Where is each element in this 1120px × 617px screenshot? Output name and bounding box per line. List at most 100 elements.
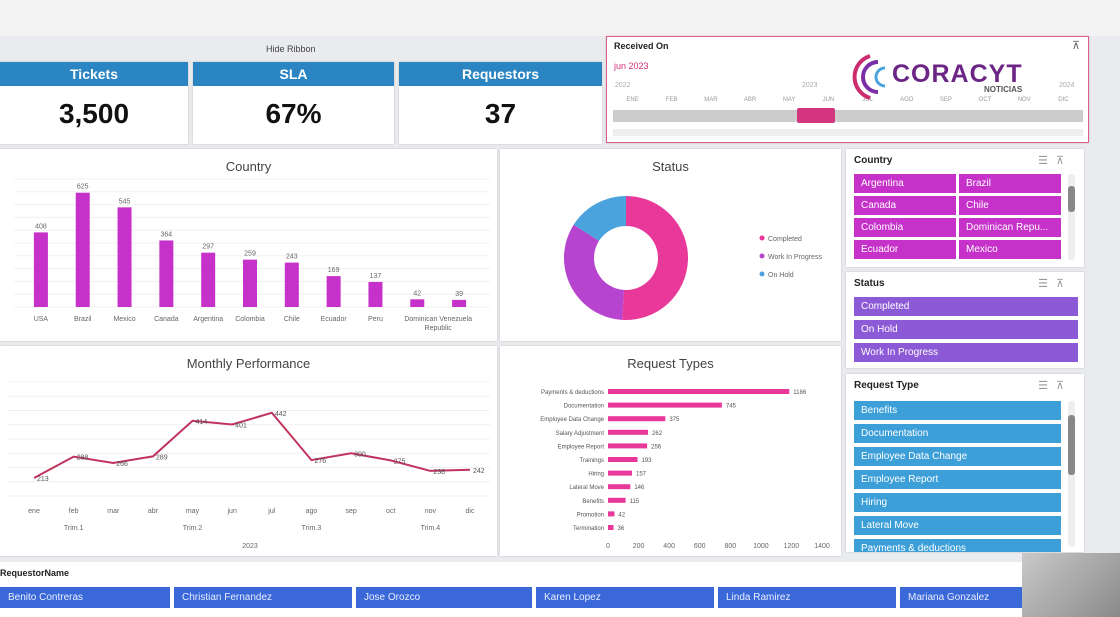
- status-legend-marker: [759, 235, 765, 241]
- status-slicer-filter-icons[interactable]: ☰⊼: [1038, 278, 1072, 290]
- country-slicer-item[interactable]: Brazil: [959, 174, 1061, 193]
- requestor-slicer-item[interactable]: Jose Orozco: [356, 587, 532, 608]
- monthly-point-label: 275: [394, 458, 406, 465]
- request-type-bar: [608, 470, 632, 476]
- request-type-slicer-scroll-thumb[interactable]: [1068, 415, 1075, 475]
- request-type-slicer-item[interactable]: Payments & deductions: [854, 539, 1061, 552]
- status-slicer-item[interactable]: On Hold: [854, 320, 1078, 339]
- timeline-month-label[interactable]: ENE: [626, 97, 639, 103]
- request-type-slicer-item[interactable]: Employee Data Change: [854, 447, 1061, 466]
- timeline-month-label[interactable]: JUN: [822, 97, 835, 103]
- request-type-slicer-item[interactable]: Employee Report: [854, 470, 1061, 489]
- received-on-selected: jun 2023: [614, 61, 649, 71]
- request-type-slicer-item[interactable]: Lateral Move: [854, 516, 1061, 535]
- timeline-clear-icon[interactable]: ⊼: [1071, 40, 1080, 52]
- requestor-slicer-item[interactable]: Linda Ramirez: [718, 587, 896, 608]
- country-bar-label: 169: [328, 267, 340, 274]
- timeline-month-label[interactable]: AGO: [900, 97, 914, 103]
- requestor-slicer-item[interactable]: Karen Lopez: [536, 587, 714, 608]
- country-chart-panel: Country 408 625 545 364 297 259 243 169 137 42 39 U…: [0, 149, 497, 341]
- kpi-tickets-label: Tickets: [0, 62, 188, 86]
- timeline-month-label[interactable]: MAR: [704, 97, 718, 103]
- request-type-tick: 1000: [753, 543, 769, 550]
- kpi-tickets-value: 3,500: [58, 98, 130, 129]
- request-types-chart: Payments & deductions 1186 Documentation 74…: [540, 389, 830, 550]
- request-type-slicer-item[interactable]: Benefits: [854, 401, 1061, 420]
- country-axis-label: Canada: [154, 316, 179, 323]
- timeline-month-label[interactable]: NOV: [1017, 97, 1031, 103]
- country-chart-title: Country: [225, 159, 272, 174]
- timeline-track[interactable]: [613, 110, 1083, 122]
- timeline-month-label[interactable]: DIC: [1058, 97, 1069, 103]
- timeline-month-label[interactable]: OCT: [978, 97, 992, 103]
- request-type-label: Lateral Move: [569, 485, 604, 491]
- timeline-month-label[interactable]: MAY: [782, 97, 796, 103]
- country-slicer-scrollbar[interactable]: [1068, 174, 1075, 260]
- monthly-axis-label: ago: [306, 508, 318, 515]
- timeline-month-label[interactable]: FEB: [665, 97, 678, 103]
- status-slicer-item[interactable]: Completed: [854, 297, 1078, 316]
- webcam-overlay: [1022, 553, 1120, 617]
- country-slicer-filter-icons[interactable]: ☰⊼: [1038, 155, 1072, 167]
- requestor-slicer-item[interactable]: Christian Fernandez: [174, 587, 352, 608]
- status-slicer-item[interactable]: Work In Progress: [854, 343, 1078, 362]
- country-bar-label: 259: [244, 251, 256, 258]
- country-axis-label: Colombia: [235, 316, 265, 323]
- monthly-point-label: 300: [354, 451, 366, 458]
- monthly-year-label: 2023: [242, 543, 258, 550]
- monthly-axis-label: jun: [227, 508, 237, 515]
- request-type-slicer-scrollbar[interactable]: [1068, 401, 1075, 547]
- request-type-bar: [608, 443, 648, 449]
- timeline-selected-period[interactable]: [797, 108, 835, 123]
- timeline-month-label[interactable]: ABR: [743, 97, 757, 103]
- country-slicer-item[interactable]: Argentina: [854, 174, 956, 193]
- request-type-label: Salary Adjustment: [556, 431, 605, 437]
- timeline-scrollbar[interactable]: [613, 129, 1083, 136]
- coracyt-logo: CORACYT NOTICIAS: [852, 48, 1062, 104]
- country-bar: [75, 192, 90, 307]
- timeline-month-label[interactable]: JUL: [862, 97, 873, 103]
- country-bar: [326, 276, 341, 307]
- country-slicer-item[interactable]: Mexico: [959, 240, 1061, 259]
- kpi-requestors-value: 37: [484, 98, 517, 129]
- requestor-slicer-item[interactable]: Mariana Gonzalez: [900, 587, 1022, 608]
- request-type-value-label: 36: [618, 526, 625, 532]
- received-on-slicer[interactable]: Received On jun 2023 ⊼ 2022 2023 2024 EN…: [606, 36, 1089, 143]
- status-chart-panel: Status Completed Work In Progress On Hold: [500, 149, 841, 341]
- coracyt-logo-subtext: NOTICIAS: [984, 85, 1023, 94]
- country-axis-label: Republic: [425, 325, 453, 332]
- country-slicer-item[interactable]: Colombia: [854, 218, 956, 237]
- country-axis-label: Chile: [284, 316, 300, 323]
- country-bar: [117, 207, 132, 307]
- monthly-axis-label: dic: [466, 508, 475, 515]
- country-slicer-item[interactable]: Dominican Repu...: [959, 218, 1061, 237]
- status-legend-marker: [759, 271, 765, 277]
- request-type-value-label: 42: [618, 512, 625, 518]
- hide-ribbon-button[interactable]: Hide Ribbon: [266, 44, 316, 54]
- country-slicer-item[interactable]: Canada: [854, 196, 956, 215]
- monthly-point-label: 442: [275, 411, 287, 418]
- kpi-requestors-label: Requestors: [399, 62, 602, 86]
- monthly-point-label: 276: [314, 458, 326, 465]
- request-type-label: Payments & deductions: [541, 390, 604, 396]
- country-slicer-scroll-thumb[interactable]: [1068, 186, 1075, 212]
- request-type-bar: [608, 497, 626, 503]
- timeline-month-label[interactable]: SEP: [939, 97, 952, 103]
- status-legend-label: Completed: [768, 236, 802, 243]
- request-type-slicer-title: Request Type: [854, 380, 919, 391]
- monthly-chart-title: Monthly Performance: [186, 356, 311, 371]
- request-type-tick: 1200: [784, 543, 800, 550]
- coracyt-logo-mark: [852, 54, 886, 100]
- requestor-slicer-item[interactable]: Benito Contreras: [0, 587, 170, 608]
- country-bar-label: 39: [455, 291, 463, 298]
- request-type-value-label: 146: [634, 485, 645, 491]
- country-slicer-item[interactable]: Ecuador: [854, 240, 956, 259]
- country-slicer-item[interactable]: Chile: [959, 196, 1061, 215]
- request-type-slicer-item[interactable]: Hiring: [854, 493, 1061, 512]
- country-bar-label: 42: [413, 290, 421, 297]
- status-legend-marker: [759, 253, 765, 259]
- request-type-slicer-filter-icons[interactable]: ☰⊼: [1038, 380, 1072, 392]
- kpi-sla-label: SLA: [193, 62, 394, 86]
- request-type-slicer-item[interactable]: Documentation: [854, 424, 1061, 443]
- request-type-label: Hiring: [588, 472, 604, 478]
